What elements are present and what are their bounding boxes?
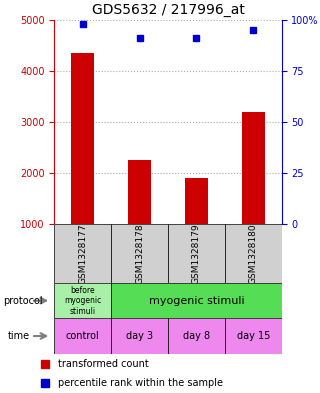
FancyBboxPatch shape xyxy=(225,224,282,283)
Text: day 15: day 15 xyxy=(236,331,270,341)
Text: control: control xyxy=(66,331,100,341)
FancyBboxPatch shape xyxy=(54,318,111,354)
Bar xyxy=(128,160,151,224)
Text: GSM1328180: GSM1328180 xyxy=(249,223,258,284)
Text: GSM1328179: GSM1328179 xyxy=(192,223,201,284)
Text: day 8: day 8 xyxy=(183,331,210,341)
FancyBboxPatch shape xyxy=(111,318,168,354)
Text: before
myogenic
stimuli: before myogenic stimuli xyxy=(64,286,101,316)
FancyBboxPatch shape xyxy=(111,224,168,283)
FancyBboxPatch shape xyxy=(54,283,111,318)
Bar xyxy=(242,112,265,224)
FancyBboxPatch shape xyxy=(225,318,282,354)
Text: transformed count: transformed count xyxy=(58,358,148,369)
Text: myogenic stimuli: myogenic stimuli xyxy=(148,296,244,306)
Bar xyxy=(185,178,208,224)
Text: time: time xyxy=(8,331,30,341)
Text: percentile rank within the sample: percentile rank within the sample xyxy=(58,378,223,388)
Text: day 3: day 3 xyxy=(126,331,153,341)
Text: GSM1328177: GSM1328177 xyxy=(78,223,87,284)
Bar xyxy=(71,53,94,224)
Text: GSM1328178: GSM1328178 xyxy=(135,223,144,284)
FancyBboxPatch shape xyxy=(168,224,225,283)
Title: GDS5632 / 217996_at: GDS5632 / 217996_at xyxy=(92,3,244,17)
FancyBboxPatch shape xyxy=(168,318,225,354)
FancyBboxPatch shape xyxy=(111,283,282,318)
Text: protocol: protocol xyxy=(3,296,43,306)
FancyBboxPatch shape xyxy=(54,224,111,283)
